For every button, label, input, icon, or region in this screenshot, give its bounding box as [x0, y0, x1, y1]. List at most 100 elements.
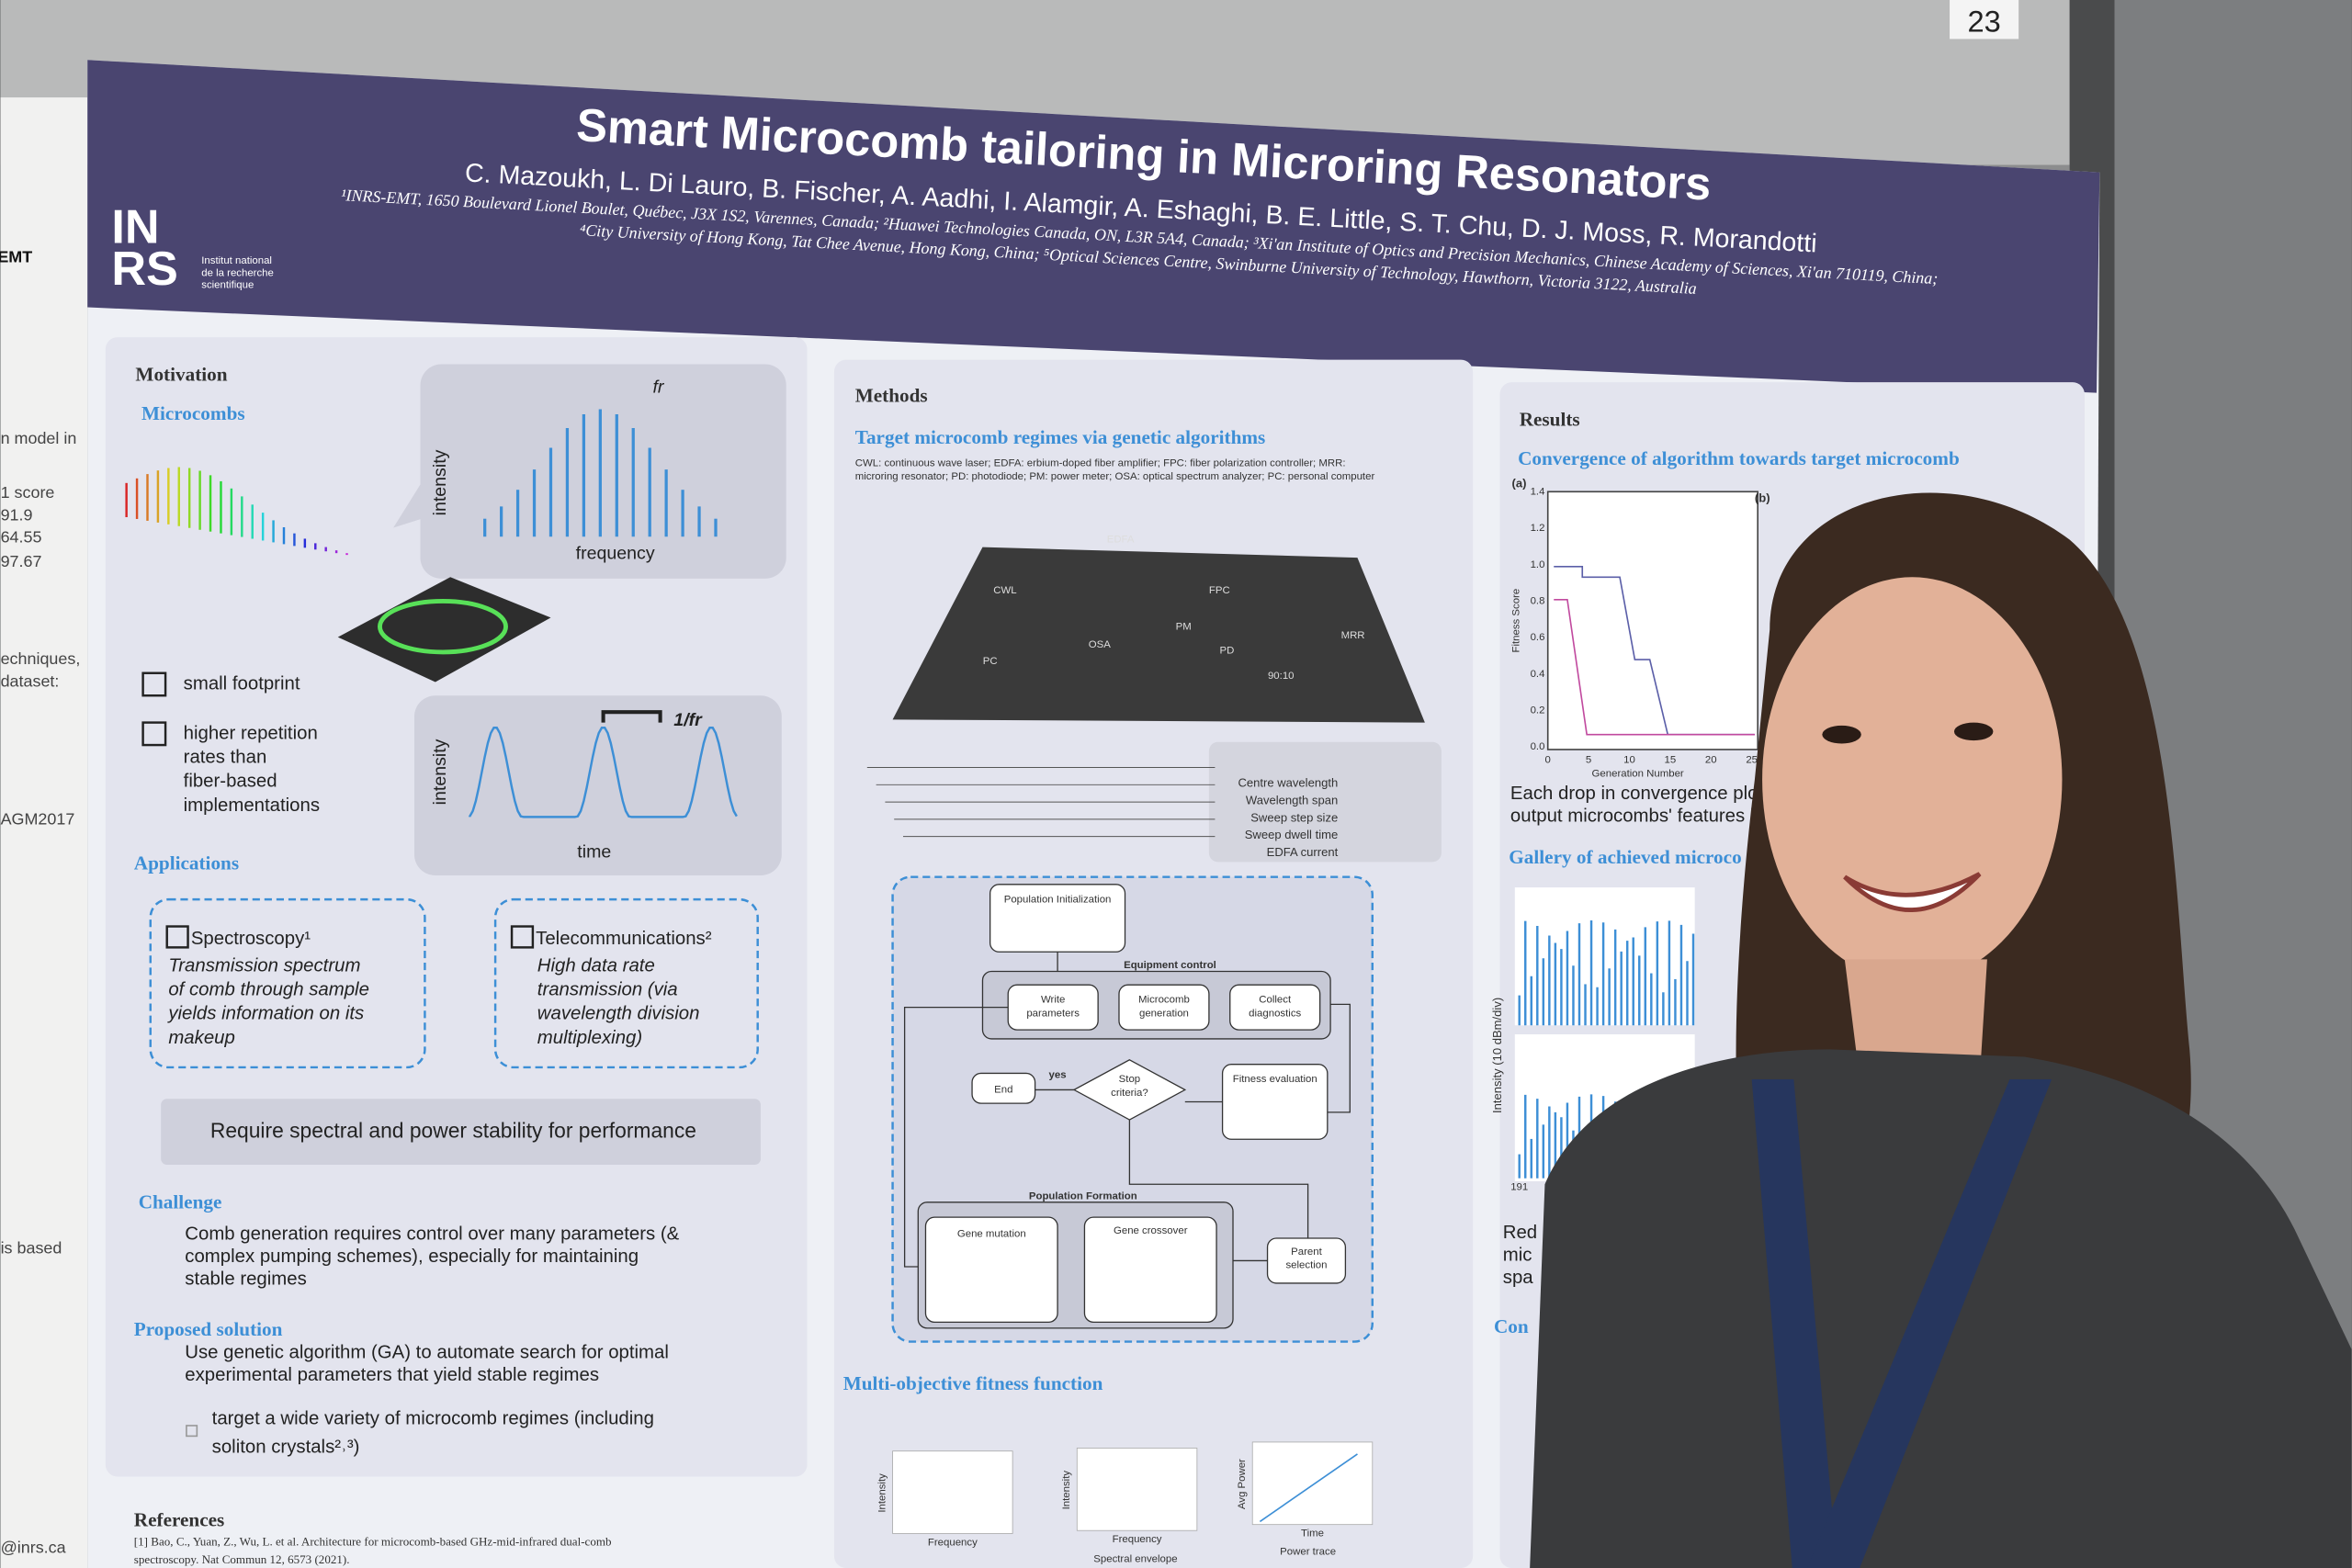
subheading: Convergence of algorithm towards target … [1518, 447, 1960, 469]
poster-header [87, 60, 2100, 393]
text: 1.2 [1531, 523, 1545, 534]
number-card [1950, 0, 2019, 39]
thumb [1251, 1441, 1374, 1526]
flow-box [1083, 1216, 1217, 1324]
text: stable regimes [185, 1269, 306, 1290]
text: Sweep step size [1250, 810, 1338, 824]
text: Transmission spectrum [168, 955, 360, 976]
legend-text: CWL: continuous wave laser; EDFA: erbium… [855, 458, 1375, 483]
text: 25 [1746, 755, 1758, 766]
text: Time [1301, 1529, 1324, 1540]
text: High data rate [537, 955, 655, 976]
checkbox [165, 925, 189, 949]
text: Avg Power [1237, 1459, 1248, 1509]
thumb [892, 1450, 1013, 1534]
text: CWL [993, 585, 1016, 596]
results-plot: (a) (b) 1.4 1.2 1.0 0.8 0.6 0.4 0.2 0.00 5 10 15 20 25… [1490, 476, 1775, 1337]
text: Wavelength span [1246, 794, 1338, 807]
trace [1259, 1453, 1358, 1523]
text: transmission (via [537, 980, 678, 1000]
text: Stop [1119, 1074, 1140, 1085]
text: Spectroscopy¹ [191, 929, 311, 949]
text: small footprint [184, 674, 300, 694]
banner-text: Require spectral and power stability for… [210, 1119, 696, 1143]
flow-arrow [903, 1007, 1009, 1268]
text: End [994, 1085, 1012, 1096]
marker: fr [652, 378, 664, 398]
heading: Proposed solution [134, 1318, 283, 1340]
spectrum-box [420, 364, 786, 579]
text: 20 [1705, 755, 1717, 766]
text: diagnostics [1249, 1008, 1301, 1019]
text: spectroscopy. Nat Commun 12, 6573 (2021)… [134, 1552, 350, 1566]
text: soliton crystals²˒³) [212, 1437, 360, 1457]
text: echniques, [1, 649, 81, 668]
text: microring resonator; PD: photodiode; PM:… [855, 471, 1375, 482]
eye [1953, 722, 1994, 741]
heading: Methods [855, 384, 928, 406]
text: Gene crossover [1114, 1225, 1188, 1236]
text: [1] Bao, C., Yuan, Z., Wu, L. et al. Arc… [134, 1535, 612, 1549]
text: AGM2017 [1, 810, 75, 829]
text: Con [1494, 1315, 1529, 1337]
subheading: Microcombs [141, 402, 245, 424]
fitness-thumbs: Frequency Intensity Frequency Intensity Time… [876, 1441, 1374, 1564]
text: PD [1220, 646, 1235, 657]
chip [337, 577, 551, 682]
poster-number: 23 [1967, 4, 2000, 38]
text: scientifique [201, 279, 254, 290]
text: yields information on its [166, 1004, 364, 1024]
face [1762, 577, 2063, 982]
flow-box [924, 1216, 1058, 1324]
text: selection [1285, 1260, 1327, 1271]
text: Intensity (10 dBm/div) [1490, 998, 1504, 1113]
text: is based [1, 1238, 62, 1257]
axis-label: intensity [430, 449, 450, 515]
text: makeup [168, 1028, 235, 1048]
text: Use genetic algorithm (GA) to automate s… [185, 1343, 669, 1363]
text: Power trace [1280, 1546, 1336, 1557]
text: Sweep dwell time [1245, 828, 1339, 841]
text: Each drop in convergence plot ( [1510, 784, 1775, 804]
text: EDFA current [1267, 845, 1339, 859]
text: 0.6 [1531, 632, 1545, 643]
lanyard [1751, 1078, 1838, 1568]
flow-box [1118, 984, 1210, 1031]
app-box [493, 897, 759, 1069]
text: target a wide variety of microcomb regim… [212, 1408, 654, 1428]
text: Centre wavelength [1238, 776, 1338, 790]
text: 0 [1545, 755, 1551, 766]
subheading: Target microcomb regimes via genetic alg… [855, 426, 1266, 448]
callout [393, 479, 451, 528]
heading: Motivation [135, 364, 227, 386]
text: wavelength division [537, 1004, 700, 1024]
text: OSA [1089, 639, 1111, 650]
text: 15 [1665, 755, 1677, 766]
text: rates than [184, 748, 267, 768]
text: 91.9 [1, 505, 33, 524]
text: Collect [1259, 995, 1292, 1006]
text: Red [1503, 1223, 1537, 1243]
text: n model in [1, 429, 77, 447]
flow-arrow [1327, 1003, 1351, 1113]
text: Population Formation [1029, 1191, 1137, 1202]
text: complex pumping schemes), especially for… [185, 1247, 639, 1267]
convergence-line [1554, 598, 1755, 736]
thumb [1076, 1448, 1198, 1531]
text: experimental parameters that yield stabl… [185, 1365, 599, 1385]
logo-mark: RS [111, 243, 178, 296]
lanyard [1807, 1078, 2052, 1568]
smile [1843, 872, 1982, 913]
axis-label: time [577, 841, 611, 862]
text: de la recherche [201, 267, 274, 278]
text: output microcombs' features in [1510, 806, 1765, 826]
text: Gallery of achieved microco [1509, 846, 1741, 868]
text: 1.4 [1531, 487, 1546, 498]
optical-table [892, 547, 1425, 723]
banner [161, 1099, 761, 1166]
text: Spectral envelope [1093, 1553, 1177, 1564]
text: Institut national [201, 255, 272, 266]
proposed-text: Use genetic algorithm (GA) to automate s… [185, 1343, 669, 1385]
